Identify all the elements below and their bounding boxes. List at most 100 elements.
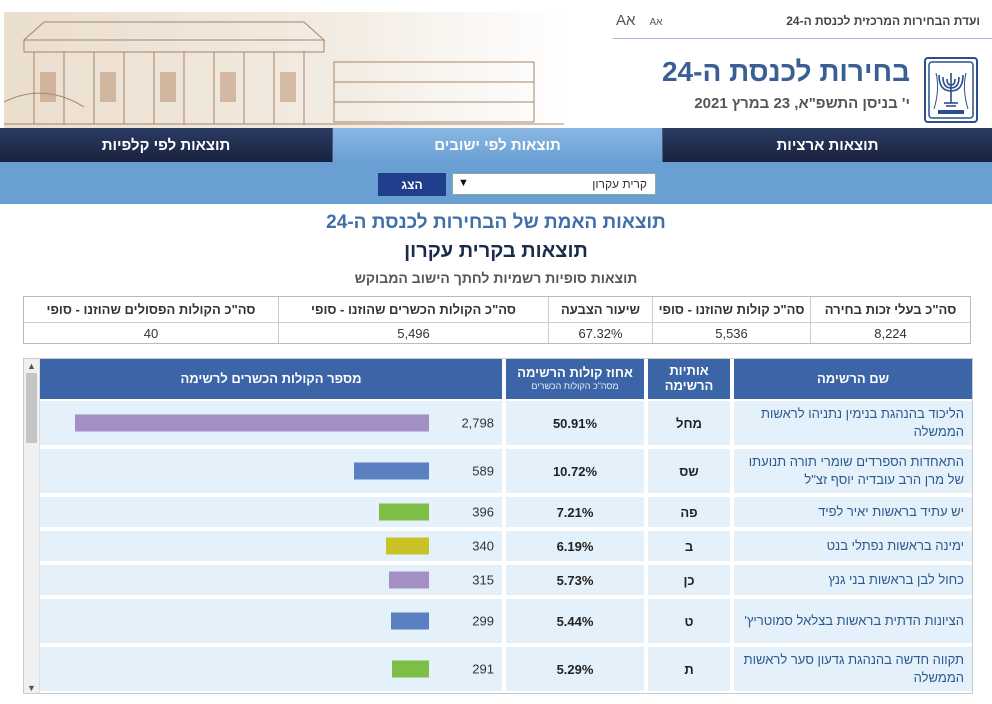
list-name: יש עתיד בראשות יאיר לפיד bbox=[734, 497, 972, 527]
header-votes-label: מספר הקולות הכשרים לרשימה bbox=[180, 370, 362, 386]
summary-table: סה"כ בעלי זכות בחירה 8,224 סה"כ קולות שה… bbox=[23, 296, 971, 344]
table-row: ימינה בראשות נפתלי בנט ב 6.19% 340 bbox=[40, 531, 972, 561]
list-votes-cell: 2,798 bbox=[40, 401, 502, 445]
list-votes-cell: 340 bbox=[40, 531, 502, 561]
vote-bar bbox=[392, 660, 429, 678]
summary-invalid-votes: סה"כ הקולות הפסולים שהוזנו - סופי 40 bbox=[24, 297, 278, 343]
summary-valid-value: 5,496 bbox=[397, 325, 430, 341]
election-date: י' בניסן התשפ"א, 23 במרץ 2021 bbox=[694, 95, 910, 112]
font-size-controls: Aא Aא bbox=[616, 12, 662, 29]
vote-bar bbox=[379, 503, 429, 521]
list-letters: ת bbox=[648, 647, 730, 691]
list-votes-cell: 396 bbox=[40, 497, 502, 527]
list-votes-cell: 315 bbox=[40, 565, 502, 595]
site-header: ועדת הבחירות המרכזית לכנסת ה-24 Aא Aא בח… bbox=[0, 0, 992, 128]
settlement-selector-bar: קרית עקרון ▼ הצג bbox=[0, 162, 992, 204]
vote-count: 299 bbox=[472, 613, 494, 629]
list-name: הליכוד בהנהגת בנימין נתניהו לראשות הממשל… bbox=[734, 401, 972, 445]
header-percent-sub: מסה"כ הקולות הכשרים bbox=[531, 381, 619, 392]
list-percent: 50.91% bbox=[506, 401, 644, 445]
dropdown-arrow-icon[interactable]: ▼ bbox=[458, 177, 469, 189]
list-votes-cell: 589 bbox=[40, 449, 502, 493]
header-list-letters: אותיות הרשימה bbox=[648, 359, 730, 399]
list-name: התאחדות הספרדים שומרי תורה תנועתו של מרן… bbox=[734, 449, 972, 493]
state-emblem-icon bbox=[924, 57, 978, 123]
header-valid-votes: מספר הקולות הכשרים לרשימה bbox=[40, 359, 502, 399]
results-header-row: שם הרשימה אותיות הרשימה אחוז קולות הרשימ… bbox=[40, 359, 972, 399]
main-title: תוצאות האמת של הבחירות לכנסת ה-24 bbox=[326, 212, 666, 233]
summary-invalid-label: סה"כ הקולות הפסולים שהוזנו - סופי bbox=[24, 297, 278, 323]
header-letters-line2: הרשימה bbox=[664, 378, 714, 393]
vote-bar bbox=[391, 612, 429, 630]
vote-bar bbox=[386, 537, 429, 555]
list-name: כחול לבן בראשות בני גנץ bbox=[734, 565, 972, 595]
summary-total-votes: סה"כ קולות שהוזנו - סופי 5,536 bbox=[652, 297, 810, 343]
font-increase-button[interactable]: Aא bbox=[616, 12, 636, 29]
table-row: התאחדות הספרדים שומרי תורה תנועתו של מרן… bbox=[40, 449, 972, 493]
list-percent: 5.44% bbox=[506, 599, 644, 643]
vote-count: 2,798 bbox=[461, 415, 494, 431]
list-percent: 6.19% bbox=[506, 531, 644, 561]
scroll-up-icon[interactable]: ▲ bbox=[27, 361, 36, 371]
summary-invalid-value: 40 bbox=[143, 325, 159, 341]
scroll-thumb[interactable] bbox=[26, 373, 37, 443]
vote-bar bbox=[354, 462, 429, 480]
committee-name: ועדת הבחירות המרכזית לכנסת ה-24 bbox=[786, 14, 980, 28]
list-percent: 7.21% bbox=[506, 497, 644, 527]
show-button[interactable]: הצג bbox=[378, 173, 446, 196]
list-name: ימינה בראשות נפתלי בנט bbox=[734, 531, 972, 561]
tab-settlement-results[interactable]: תוצאות לפי ישובים bbox=[332, 128, 662, 162]
list-letters: מחל bbox=[648, 401, 730, 445]
vote-count: 315 bbox=[472, 572, 494, 588]
summary-eligible-label: סה"כ בעלי זכות בחירה bbox=[811, 297, 970, 323]
list-name: הציונות הדתית בראשות בצלאל סמוטריץ' bbox=[734, 599, 972, 643]
list-percent: 5.29% bbox=[506, 647, 644, 691]
vote-count: 396 bbox=[472, 504, 494, 520]
settlement-select-value: קרית עקרון bbox=[592, 177, 647, 191]
table-row: הליכוד בהנהגת בנימין נתניהו לראשות הממשל… bbox=[40, 401, 972, 445]
summary-turnout: שיעור הצבעה 67.32% bbox=[548, 297, 652, 343]
results-rows: הליכוד בהנהגת בנימין נתניהו לראשות הממשל… bbox=[40, 401, 972, 693]
vote-bar bbox=[75, 414, 429, 432]
summary-valid-label: סה"כ הקולות הכשרים שהוזנו - סופי bbox=[279, 297, 548, 323]
scroll-down-icon[interactable]: ▼ bbox=[27, 683, 36, 693]
summary-turnout-value: 67.32% bbox=[578, 325, 623, 341]
list-letters: שס bbox=[648, 449, 730, 493]
summary-turnout-label: שיעור הצבעה bbox=[549, 297, 652, 323]
list-letters: כן bbox=[648, 565, 730, 595]
settlement-select[interactable]: קרית עקרון ▼ bbox=[452, 173, 656, 195]
list-letters: ב bbox=[648, 531, 730, 561]
summary-total-votes-label: סה"כ קולות שהוזנו - סופי bbox=[653, 297, 810, 323]
summary-valid-votes: סה"כ הקולות הכשרים שהוזנו - סופי 5,496 bbox=[278, 297, 548, 343]
table-row: יש עתיד בראשות יאיר לפיד פה 7.21% 396 bbox=[40, 497, 972, 527]
city-title: תוצאות בקרית עקרון bbox=[404, 240, 588, 262]
tab-ballot-results[interactable]: תוצאות לפי קלפיות bbox=[0, 128, 332, 162]
list-letters: פה bbox=[648, 497, 730, 527]
summary-eligible: סה"כ בעלי זכות בחירה 8,224 bbox=[810, 297, 970, 343]
header-divider bbox=[613, 38, 992, 39]
results-subtitle: תוצאות סופיות רשמיות לחתך הישוב המבוקש bbox=[354, 270, 638, 286]
list-percent: 5.73% bbox=[506, 565, 644, 595]
header-vote-percent: אחוז קולות הרשימה מסה"כ הקולות הכשרים bbox=[506, 359, 644, 399]
list-name: תקווה חדשה בהנהגת גדעון סער לראשות הממשל… bbox=[734, 647, 972, 691]
tab-national-results[interactable]: תוצאות ארציות bbox=[662, 128, 992, 162]
list-votes-cell: 299 bbox=[40, 599, 502, 643]
header-letters-line1: אותיות bbox=[669, 363, 709, 379]
table-row: תקווה חדשה בהנהגת גדעון סער לראשות הממשל… bbox=[40, 647, 972, 691]
vote-bar bbox=[389, 571, 429, 589]
table-row: כחול לבן בראשות בני גנץ כן 5.73% 315 bbox=[40, 565, 972, 595]
font-decrease-button[interactable]: Aא bbox=[649, 17, 663, 28]
header-percent-label: אחוז קולות הרשימה bbox=[517, 365, 633, 381]
vote-count: 291 bbox=[472, 661, 494, 677]
list-letters: ט bbox=[648, 599, 730, 643]
results-scrollbar[interactable]: ▲ ▼ bbox=[24, 359, 40, 693]
table-row: הציונות הדתית בראשות בצלאל סמוטריץ' ט 5.… bbox=[40, 599, 972, 643]
header-list-name: שם הרשימה bbox=[734, 359, 972, 399]
vote-count: 340 bbox=[472, 538, 494, 554]
results-nav: תוצאות ארציות תוצאות לפי ישובים תוצאות ל… bbox=[0, 128, 992, 162]
vote-count: 589 bbox=[472, 463, 494, 479]
header-list-name-label: שם הרשימה bbox=[816, 370, 890, 386]
results-table: ▲ ▼ שם הרשימה אותיות הרשימה אחוז קולות ה… bbox=[23, 358, 973, 694]
summary-eligible-value: 8,224 bbox=[874, 325, 907, 341]
list-percent: 10.72% bbox=[506, 449, 644, 493]
